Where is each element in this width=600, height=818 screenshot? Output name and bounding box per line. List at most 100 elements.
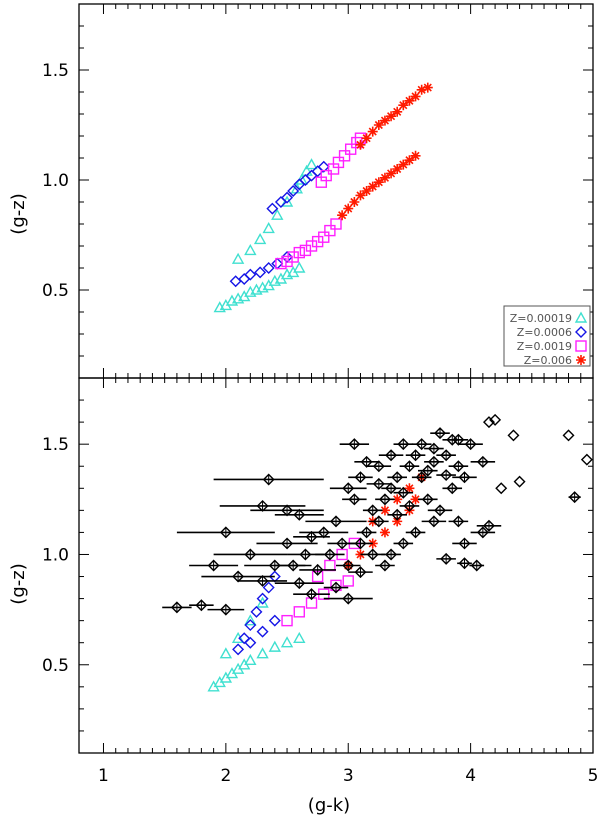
observed-point [440, 449, 453, 462]
observed-point [397, 537, 410, 550]
top-point-diamond [254, 266, 267, 279]
observed-point [391, 471, 404, 484]
top-point-diamond [244, 268, 257, 281]
top-point-asterisk [404, 155, 415, 166]
top-point-asterisk [373, 177, 384, 188]
bottom-point-diamond [244, 619, 257, 632]
top-point-asterisk [398, 159, 409, 170]
bottom-point-square [324, 559, 336, 572]
observed-point [336, 537, 349, 550]
observed-point [305, 588, 318, 601]
bottom-point-diamond [250, 605, 263, 618]
observed-point [262, 473, 275, 486]
observed-point [360, 455, 373, 468]
top-point-square [318, 231, 330, 243]
legend-marker-square [575, 340, 587, 352]
observed-point [366, 548, 379, 561]
top-point-asterisk [392, 106, 403, 117]
bottom-point-asterisk [355, 549, 366, 560]
observed-point [446, 482, 459, 495]
observed-point [427, 515, 440, 528]
observed-point [452, 460, 465, 473]
bottom-point-asterisk [379, 505, 390, 516]
bottom-point-asterisk [404, 483, 415, 494]
bottom-point-triangle [244, 614, 257, 626]
observed-point [299, 548, 312, 561]
observed-point [434, 504, 447, 517]
observed-point [427, 442, 440, 455]
observed-point [342, 559, 355, 572]
top-point-asterisk [355, 139, 366, 150]
top-point-square [338, 150, 351, 162]
bottom-point-diamond [262, 581, 275, 594]
observed-point [287, 559, 300, 572]
top-panel: 0.5 1.0 1.5 Z=0.00019Z=0.0006Z=0.0019Z=0.00… [42, 3, 594, 379]
observed-point [397, 486, 410, 499]
observed-point [354, 537, 367, 550]
top-point-asterisk [343, 203, 354, 214]
observed-point [385, 449, 398, 462]
observed-point [409, 449, 422, 462]
observed-point [372, 515, 385, 528]
top-point-asterisk [349, 197, 360, 207]
bottom-point-diamond [238, 632, 251, 645]
bottom-ylabel: (g-z) [8, 563, 29, 604]
top-ylabel: (g-z) [8, 193, 29, 234]
top-point-asterisk [373, 120, 384, 130]
bottom-point-diamond [244, 636, 257, 649]
legend-label: Z=0.00019 [510, 312, 572, 325]
observed-point [281, 537, 294, 550]
bottom-point-asterisk [392, 494, 403, 505]
bottom-point-triangle [219, 647, 233, 659]
top-point-triangle [271, 208, 284, 220]
top-ytick-label: 0.5 [42, 281, 69, 301]
observed-point [434, 427, 447, 440]
xlabel: (g-k) [308, 795, 350, 816]
top-point-diamond [317, 160, 330, 173]
legend-label: Z=0.0006 [517, 326, 572, 339]
top-point-square [344, 143, 357, 155]
observed-point [195, 599, 208, 612]
observed-point [513, 475, 526, 488]
top-point-asterisk [355, 190, 366, 201]
top-point-diamond [281, 191, 294, 204]
top-point-square [320, 169, 332, 182]
top-point-asterisk [379, 115, 390, 126]
top-point-diamond [229, 275, 242, 288]
observed-point [244, 548, 257, 561]
observed-point [482, 416, 495, 429]
observed-point [219, 526, 232, 539]
observed-point [415, 471, 428, 484]
xtick-label: 1 [98, 766, 109, 786]
top-point-triangle [253, 232, 267, 245]
observed-point [385, 482, 398, 495]
bottom-ytick-label: 1.0 [42, 545, 69, 565]
top-point-asterisk [422, 82, 433, 93]
top-point-diamond [287, 185, 300, 197]
bottom-point-triangle [256, 596, 269, 608]
observed-point [323, 548, 336, 561]
top-point-diamond [238, 273, 251, 285]
observed-point [580, 453, 593, 466]
top-point-diamond [281, 251, 294, 263]
observed-point [562, 429, 575, 442]
observed-point [378, 493, 391, 506]
observed-point [372, 477, 385, 490]
bottom-point-diamond [268, 614, 281, 627]
observed-point [489, 413, 502, 426]
top-point-square [324, 224, 336, 237]
observed-point [207, 559, 220, 572]
observed-point [372, 460, 385, 473]
top-point-asterisk [386, 168, 397, 179]
observed-point [170, 601, 183, 614]
observed-point [476, 526, 489, 539]
observed-point [464, 438, 477, 451]
observed-point [415, 438, 428, 451]
xtick-label: 5 [588, 766, 599, 786]
xtick-label: 4 [465, 766, 476, 786]
bottom-point-triangle [244, 653, 257, 666]
bottom-point-diamond [256, 592, 269, 605]
observed-point [403, 460, 416, 473]
bottom-point-triangle [256, 647, 269, 659]
